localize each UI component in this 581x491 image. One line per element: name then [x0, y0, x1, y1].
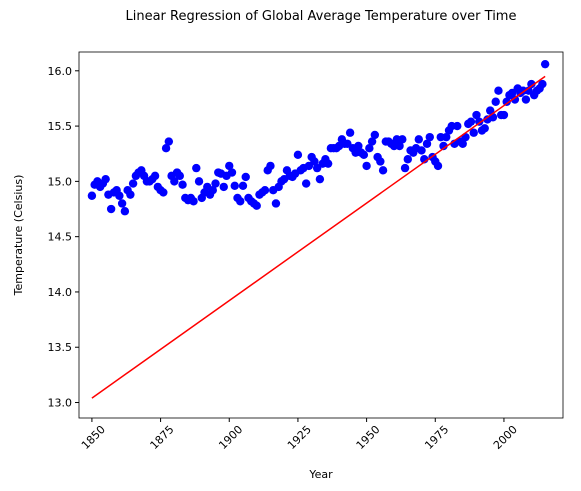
y-tick-label: 13.0: [48, 397, 73, 410]
x-tick-label: 2000: [491, 423, 520, 452]
scatter-point: [527, 79, 536, 89]
scatter-point: [472, 110, 481, 120]
scatter-point: [310, 157, 319, 166]
scatter-point: [442, 132, 451, 142]
scatter-point: [252, 201, 261, 210]
scatter-point: [480, 124, 489, 133]
scatter-point: [238, 181, 248, 190]
scatter-point: [236, 197, 245, 206]
x-tick-label: 1975: [422, 423, 451, 452]
scatter-point: [433, 161, 443, 171]
scatter-point: [365, 143, 374, 153]
scatter-point: [301, 179, 311, 188]
scatter-point: [323, 159, 333, 168]
scatter-point: [439, 141, 448, 151]
scatter-point: [521, 95, 531, 104]
scatter-point: [469, 128, 478, 137]
x-tick-label: 1950: [354, 423, 383, 452]
scatter-point: [398, 135, 407, 144]
scatter-point: [488, 113, 498, 122]
scatter-point: [271, 199, 281, 208]
scatter-point: [260, 186, 270, 195]
scatter-point: [354, 141, 363, 151]
scatter-point: [106, 204, 116, 214]
chart-title: Linear Regression of Global Average Temp…: [126, 9, 517, 24]
y-tick-label: 15.5: [48, 120, 73, 133]
scatter-point: [230, 181, 239, 190]
scatter-point: [491, 97, 500, 106]
scatter-point: [370, 130, 380, 140]
scatter-point: [510, 95, 520, 104]
scatter-point: [117, 199, 127, 208]
scatter-point: [159, 188, 168, 197]
scatter-point: [359, 150, 369, 160]
scatter-point: [178, 180, 187, 189]
scatter-point: [115, 191, 124, 200]
scatter-point: [150, 171, 160, 181]
x-axis-label: Year: [308, 468, 333, 481]
scatter-point: [417, 146, 426, 155]
scatter-point: [170, 177, 179, 186]
y-axis-label: Temperature (Celsius): [12, 175, 25, 297]
scatter-point: [453, 121, 462, 131]
regression-line: [91, 75, 546, 399]
plot-frame: [78, 51, 564, 419]
scatter-point: [128, 179, 138, 188]
y-tick-label: 13.5: [48, 341, 73, 354]
scatter-point: [175, 171, 185, 181]
scatter-point: [194, 177, 204, 186]
scatter-point: [499, 110, 509, 120]
scatter-point: [164, 137, 174, 146]
scatter-point: [486, 106, 495, 115]
x-tick-label: 1900: [216, 423, 245, 452]
scatter-point: [538, 79, 547, 89]
scatter-point: [466, 117, 476, 126]
scatter-point: [192, 163, 201, 173]
scatter-point: [161, 143, 171, 153]
scatter-point: [395, 141, 404, 151]
scatter-point: [345, 128, 355, 137]
x-tick-label: 1850: [79, 423, 108, 452]
scatter-point: [378, 166, 388, 175]
y-tick-label: 15.0: [48, 175, 73, 188]
scatter-point: [414, 135, 423, 144]
scatter-point: [293, 150, 303, 160]
scatter-point: [502, 97, 511, 106]
x-tick-label: 1925: [285, 423, 314, 452]
scatter-point: [126, 190, 135, 199]
scatter-point: [120, 207, 130, 216]
scatter-point: [367, 137, 377, 146]
y-tick-label: 16.0: [48, 65, 73, 78]
scatter-point: [494, 86, 503, 95]
scatter-point: [376, 157, 385, 166]
scatter-point: [87, 191, 97, 200]
scatter-point: [101, 174, 110, 184]
scatter-point: [422, 139, 432, 148]
scatter-point: [266, 161, 275, 171]
scatter-point: [211, 179, 220, 188]
scatter-point: [225, 161, 234, 171]
scatter-point: [400, 163, 410, 173]
scatter-point: [362, 161, 371, 171]
scatter-point: [219, 182, 228, 192]
y-tick-label: 14.0: [48, 286, 73, 299]
x-tick-label: 1875: [148, 423, 177, 452]
scatter-point: [458, 139, 467, 148]
scatter-point: [425, 132, 434, 142]
scatter-point: [208, 186, 217, 195]
scatter-point: [403, 155, 413, 164]
scatter-point: [540, 59, 550, 69]
y-tick-label: 14.5: [48, 231, 73, 244]
scatter-point: [241, 172, 250, 182]
scatter-point: [315, 174, 325, 184]
scatter-point: [189, 197, 198, 206]
scatter-point: [227, 168, 237, 177]
